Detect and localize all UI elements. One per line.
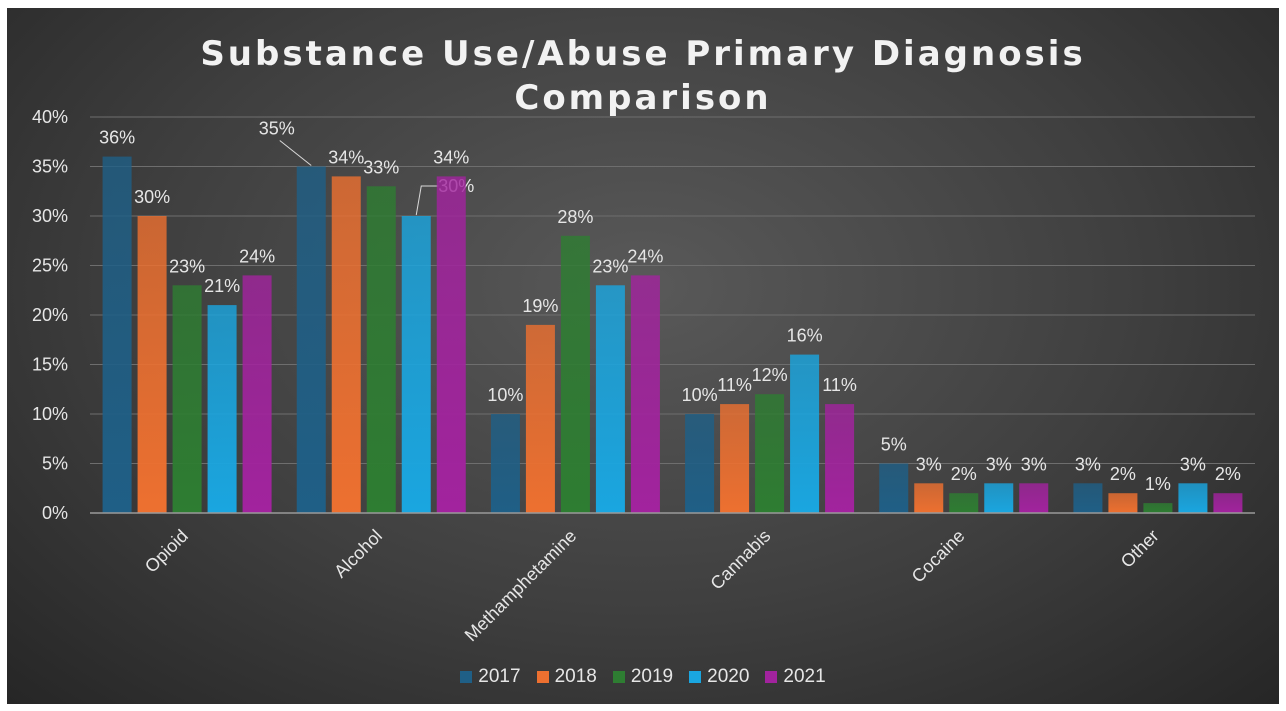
- legend-swatch: [689, 671, 702, 683]
- y-tick-label: 0%: [42, 503, 68, 523]
- bar-2018-opioid: [137, 216, 167, 513]
- data-label: 11%: [717, 375, 752, 395]
- bar-2018-other: [1108, 493, 1138, 513]
- legend-label: 2018: [554, 666, 597, 687]
- leader-line: [415, 185, 439, 216]
- chart-title-line-1: Substance Use/Abuse Primary Diagnosis: [200, 34, 1086, 74]
- bar-2017-cannabis: [685, 414, 715, 513]
- legend-label: 2021: [783, 666, 826, 687]
- legend-swatch: [765, 671, 778, 683]
- x-tick-label: Cannabis: [706, 526, 774, 594]
- data-label: 10%: [682, 385, 718, 405]
- data-label: 35%: [259, 119, 295, 139]
- data-label: 3%: [916, 454, 942, 474]
- y-tick-label: 15%: [32, 355, 68, 375]
- data-label: 2%: [1215, 464, 1241, 484]
- bar-2017-cocaine: [879, 463, 909, 513]
- data-label: 28%: [557, 207, 593, 227]
- x-tick-label: Methamphetamine: [461, 526, 581, 646]
- data-label: 10%: [487, 385, 523, 405]
- data-label: 3%: [986, 454, 1012, 474]
- bar-2018-cannabis: [720, 404, 750, 513]
- bar-2019-cocaine: [949, 493, 979, 513]
- data-label: 19%: [522, 296, 558, 316]
- bar-2020-cannabis: [790, 354, 820, 513]
- data-label: 30%: [134, 187, 170, 207]
- x-tick-label: Cocaine: [908, 526, 969, 587]
- bar-2021-alcohol: [436, 176, 466, 513]
- data-label: 2%: [1110, 464, 1136, 484]
- data-label: 11%: [822, 375, 857, 395]
- legend-swatch: [612, 671, 625, 683]
- legend-swatch: [536, 671, 549, 683]
- data-label: 23%: [169, 256, 205, 276]
- legend-item-2017: 2017: [460, 666, 521, 688]
- data-label: 12%: [752, 365, 788, 385]
- bar-2018-cocaine: [914, 483, 944, 513]
- legend: 2017 2018 2019 2020 2021: [0, 666, 1286, 688]
- y-tick-label: 5%: [42, 454, 68, 474]
- x-tick-label: Opioid: [141, 526, 192, 577]
- data-label: 1%: [1145, 474, 1171, 494]
- data-label: 24%: [627, 246, 663, 266]
- y-tick-label: 30%: [32, 206, 68, 226]
- data-label: 24%: [239, 246, 275, 266]
- bar-2021-opioid: [242, 275, 272, 513]
- data-label: 3%: [1180, 454, 1206, 474]
- chart-title-line-2: Comparison: [514, 78, 772, 118]
- bar-2018-methamphetamine: [525, 324, 555, 513]
- legend-item-2019: 2019: [612, 666, 674, 688]
- data-label: 16%: [787, 326, 823, 346]
- bar-2018-alcohol: [331, 176, 361, 513]
- legend-label: 2019: [630, 666, 674, 687]
- bar-2019-cannabis: [755, 394, 785, 513]
- data-label: 33%: [363, 157, 399, 177]
- bar-2019-opioid: [172, 285, 202, 513]
- bar-2021-cocaine: [1019, 483, 1049, 513]
- bar-2021-cannabis: [825, 404, 855, 513]
- bar-2019-other: [1143, 503, 1173, 513]
- legend-item-2021: 2021: [765, 666, 826, 688]
- data-label: 5%: [881, 435, 907, 455]
- bar-2017-opioid: [102, 156, 132, 513]
- bar-2019-alcohol: [366, 186, 396, 514]
- data-label: 34%: [328, 147, 364, 167]
- bar-2020-cocaine: [984, 483, 1014, 513]
- bar-2021-other: [1213, 493, 1243, 513]
- bar-2017-other: [1073, 483, 1103, 513]
- legend-item-2018: 2018: [536, 666, 597, 688]
- x-tick-label: Alcohol: [330, 526, 386, 582]
- data-label: 3%: [1021, 454, 1047, 474]
- legend-label: 2020: [707, 666, 750, 687]
- bar-2020-opioid: [207, 305, 237, 513]
- y-tick-label: 20%: [32, 305, 68, 325]
- data-label: 2%: [951, 464, 977, 484]
- y-tick-label: 25%: [32, 256, 68, 276]
- data-label: 34%: [433, 147, 469, 167]
- data-label: 23%: [592, 256, 628, 276]
- bar-2020-other: [1178, 483, 1208, 513]
- legend-label: 2017: [478, 666, 521, 687]
- data-label: 21%: [204, 276, 240, 296]
- chart-title: Substance Use/Abuse Primary Diagnosis Co…: [7, 32, 1279, 120]
- bar-2020-methamphetamine: [595, 285, 625, 513]
- bar-2019-methamphetamine: [560, 235, 590, 514]
- y-tick-label: 10%: [32, 404, 68, 424]
- bar-2017-methamphetamine: [490, 414, 520, 513]
- legend-item-2020: 2020: [689, 666, 749, 688]
- y-tick-label: 40%: [32, 107, 68, 127]
- data-label: 3%: [1075, 454, 1101, 474]
- leader-line: [279, 140, 312, 166]
- data-label: 36%: [99, 128, 135, 148]
- bar-2021-methamphetamine: [630, 275, 660, 513]
- bar-2017-alcohol: [296, 166, 326, 513]
- x-tick-label: Other: [1117, 526, 1163, 572]
- legend-swatch: [460, 671, 473, 683]
- bar-2020-alcohol: [401, 216, 431, 513]
- y-tick-label: 35%: [32, 157, 68, 177]
